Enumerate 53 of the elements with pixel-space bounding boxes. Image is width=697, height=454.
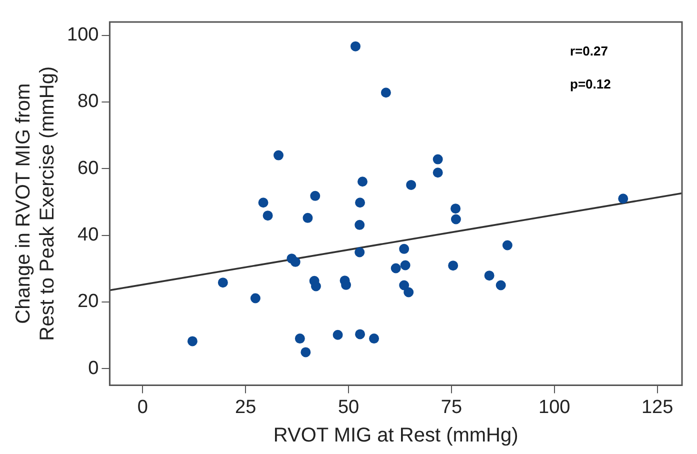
point	[406, 180, 416, 190]
point	[218, 278, 228, 288]
point	[404, 287, 414, 298]
point	[300, 347, 311, 358]
point	[369, 334, 380, 344]
point	[262, 210, 273, 221]
point	[290, 256, 300, 267]
y-tick-label: 80	[78, 91, 99, 112]
y-tick-label: 60	[78, 158, 99, 179]
point	[258, 198, 268, 208]
point	[310, 190, 320, 201]
point	[341, 280, 352, 290]
point	[355, 329, 366, 340]
annotation: r=0.27	[570, 44, 608, 59]
point	[354, 247, 365, 258]
y-axis-title: Change in RVOT MIG from Rest to Peak Exercise (mmHg)	[12, 66, 59, 341]
point	[294, 334, 305, 344]
point	[350, 41, 360, 52]
point	[310, 281, 321, 292]
annotation: p=0.12	[570, 76, 611, 92]
x-tick-label: 75	[440, 396, 462, 418]
point	[618, 194, 628, 204]
point	[355, 198, 366, 208]
point	[496, 280, 506, 290]
x-tick-label: 100	[538, 396, 570, 418]
point	[448, 260, 458, 271]
y-tick-label: 0	[88, 358, 99, 379]
x-tick-label: 125	[641, 396, 674, 418]
point	[502, 240, 512, 250]
point	[358, 176, 368, 187]
x-tick-label: 25	[235, 396, 256, 418]
point	[432, 154, 443, 164]
point	[187, 336, 198, 346]
point	[302, 212, 313, 223]
point	[390, 263, 401, 274]
point	[399, 280, 410, 290]
point	[400, 260, 410, 270]
y-tick-label: 100	[67, 24, 99, 46]
point	[250, 293, 260, 304]
x-axis-title: RVOT MIG at Rest (mmHg)	[273, 424, 518, 447]
point	[432, 168, 443, 178]
point	[274, 150, 284, 160]
y-tick-label: 20	[78, 291, 99, 312]
point	[399, 244, 410, 254]
point	[484, 270, 494, 281]
point	[450, 214, 461, 224]
x-tick-label: 50	[338, 396, 360, 418]
point	[380, 88, 391, 98]
point	[450, 204, 461, 214]
point	[332, 330, 343, 340]
x-tick-label: 0	[137, 396, 148, 418]
point	[354, 220, 365, 230]
y-tick-label: 40	[78, 224, 99, 246]
